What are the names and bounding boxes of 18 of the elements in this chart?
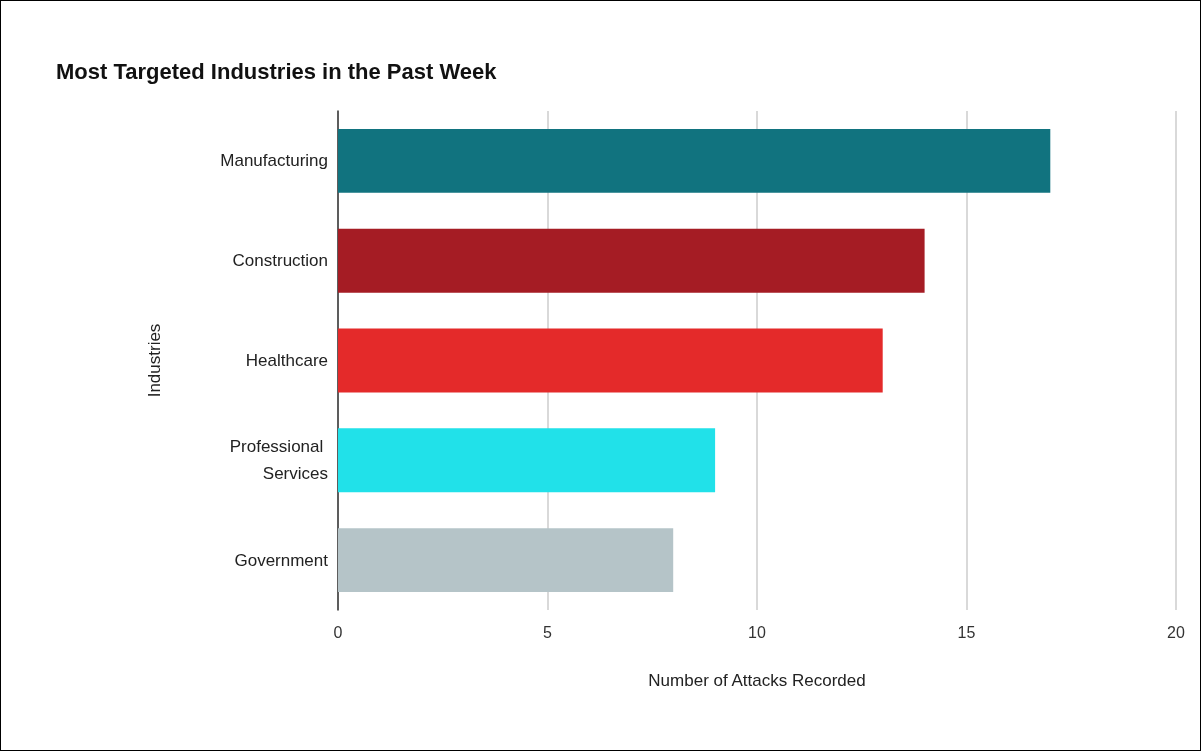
bar <box>338 528 674 593</box>
y-tick-label: Professional Services <box>229 437 328 484</box>
y-tick-label: Healthcare <box>245 351 328 370</box>
bar <box>338 228 925 293</box>
x-tick-label: 20 <box>1167 623 1185 641</box>
y-axis-title: Industries <box>145 323 164 398</box>
x-tick-label: 15 <box>957 623 976 641</box>
x-axis-title: Number of Attacks Recorded <box>648 671 866 690</box>
y-tick-label: Construction <box>232 251 328 271</box>
x-tick-label: 5 <box>543 623 553 641</box>
x-tick-label: 0 <box>333 623 343 641</box>
y-tick-label: Manufacturing <box>220 151 328 171</box>
bar <box>338 128 1051 193</box>
bar <box>338 328 883 393</box>
y-tick-label: Government <box>234 550 329 570</box>
bar <box>338 428 716 493</box>
x-tick-label: 10 <box>748 623 766 641</box>
chart-title: Most Targeted Industries in the Past Week <box>56 58 498 84</box>
